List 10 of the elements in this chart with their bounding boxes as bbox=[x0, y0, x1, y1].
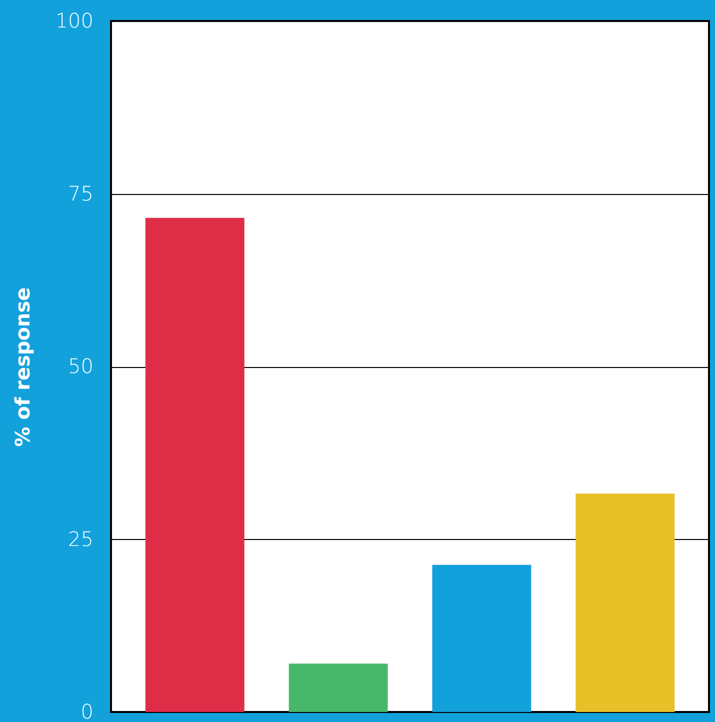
y-tick-label: 100 bbox=[55, 8, 94, 32]
bar bbox=[288, 664, 388, 712]
y-tick-label: 50 bbox=[68, 354, 94, 378]
y-tick-label: 25 bbox=[68, 526, 94, 551]
bar bbox=[432, 564, 532, 712]
y-tick-label: 0 bbox=[80, 700, 94, 722]
y-tick-label: 75 bbox=[68, 181, 94, 206]
bar bbox=[576, 494, 675, 712]
y-axis-title: % of response bbox=[10, 287, 34, 447]
bar bbox=[145, 218, 244, 712]
